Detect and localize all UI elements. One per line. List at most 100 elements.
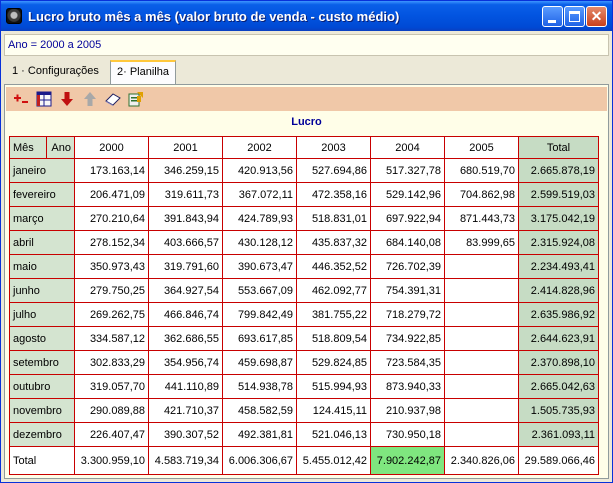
value-cell[interactable]: 279.750,25	[74, 278, 149, 303]
value-cell[interactable]: 873.940,33	[370, 374, 445, 399]
minimize-button[interactable]	[542, 6, 563, 27]
row-total-cell[interactable]: 2.315.924,08	[518, 230, 599, 255]
value-cell[interactable]	[444, 422, 519, 447]
column-total-cell[interactable]: 5.455.012,42	[296, 446, 371, 475]
value-cell[interactable]	[444, 278, 519, 303]
value-cell[interactable]: 424.789,93	[222, 206, 297, 231]
add-row-icon[interactable]	[12, 90, 30, 108]
value-cell[interactable]: 515.994,93	[296, 374, 371, 399]
value-cell[interactable]: 441.110,89	[148, 374, 223, 399]
value-cell[interactable]: 354.956,74	[148, 350, 223, 375]
value-cell[interactable]: 680.519,70	[444, 158, 519, 183]
row-label-month[interactable]: março	[9, 206, 75, 231]
row-label-month[interactable]: janeiro	[9, 158, 75, 183]
value-cell[interactable]	[444, 374, 519, 399]
row-total-cell[interactable]: 3.175.042,19	[518, 206, 599, 231]
total-row-label[interactable]: Total	[9, 446, 75, 475]
row-label-month[interactable]: junho	[9, 278, 75, 303]
app-logo-icon[interactable]	[6, 8, 22, 24]
row-total-cell[interactable]: 2.361.093,11	[518, 422, 599, 447]
row-label-month[interactable]: dezembro	[9, 422, 75, 447]
value-cell[interactable]: 362.686,55	[148, 326, 223, 351]
value-cell[interactable]: 472.358,16	[296, 182, 371, 207]
value-cell[interactable]: 430.128,12	[222, 230, 297, 255]
column-header-year[interactable]: 2002	[222, 136, 297, 159]
value-cell[interactable]: 723.584,35	[370, 350, 445, 375]
value-cell[interactable]: 521.046,13	[296, 422, 371, 447]
row-total-cell[interactable]: 2.370.898,10	[518, 350, 599, 375]
value-cell[interactable]	[444, 254, 519, 279]
value-cell[interactable]: 364.927,54	[148, 278, 223, 303]
row-header-mes[interactable]: Mês	[9, 136, 47, 159]
value-cell[interactable]: 390.673,47	[222, 254, 297, 279]
tab-planilha[interactable]: 2· Planilha	[110, 60, 176, 84]
value-cell[interactable]	[444, 326, 519, 351]
column-total-cell[interactable]: 2.340.826,06	[444, 446, 519, 475]
value-cell[interactable]: 210.937,98	[370, 398, 445, 423]
value-cell[interactable]: 403.666,57	[148, 230, 223, 255]
value-cell[interactable]: 734.922,85	[370, 326, 445, 351]
value-cell[interactable]: 420.913,56	[222, 158, 297, 183]
value-cell[interactable]: 527.694,86	[296, 158, 371, 183]
value-cell[interactable]: 269.262,75	[74, 302, 149, 327]
tab-configuracoes[interactable]: 1 · Configurações	[12, 65, 99, 77]
value-cell[interactable]: 466.846,74	[148, 302, 223, 327]
value-cell[interactable]: 730.950,18	[370, 422, 445, 447]
value-cell[interactable]: 278.152,34	[74, 230, 149, 255]
value-cell[interactable]: 319.057,70	[74, 374, 149, 399]
value-cell[interactable]: 290.089,88	[74, 398, 149, 423]
value-cell[interactable]: 529.142,96	[370, 182, 445, 207]
row-total-cell[interactable]: 2.599.519,03	[518, 182, 599, 207]
value-cell[interactable]: 799.842,49	[222, 302, 297, 327]
row-label-month[interactable]: agosto	[9, 326, 75, 351]
value-cell[interactable]: 492.381,81	[222, 422, 297, 447]
value-cell[interactable]: 693.617,85	[222, 326, 297, 351]
row-total-cell[interactable]: 2.665.878,19	[518, 158, 599, 183]
row-label-month[interactable]: julho	[9, 302, 75, 327]
value-cell[interactable]: 350.973,43	[74, 254, 149, 279]
column-header-year[interactable]: 2004	[370, 136, 445, 159]
value-cell[interactable]: 319.791,60	[148, 254, 223, 279]
value-cell[interactable]: 446.352,52	[296, 254, 371, 279]
value-cell[interactable]: 726.702,39	[370, 254, 445, 279]
row-label-month[interactable]: maio	[9, 254, 75, 279]
column-header-year[interactable]: 2005	[444, 136, 519, 159]
row-label-month[interactable]: novembro	[9, 398, 75, 423]
value-cell[interactable]: 319.611,73	[148, 182, 223, 207]
value-cell[interactable]: 270.210,64	[74, 206, 149, 231]
column-total-cell[interactable]: 3.300.959,10	[74, 446, 149, 475]
close-button[interactable]: ✕	[586, 6, 607, 27]
value-cell[interactable]	[444, 302, 519, 327]
row-total-cell[interactable]: 2.665.042,63	[518, 374, 599, 399]
column-header-year[interactable]: 2001	[148, 136, 223, 159]
value-cell[interactable]: 704.862,98	[444, 182, 519, 207]
value-cell[interactable]: 390.307,52	[148, 422, 223, 447]
row-label-month[interactable]: fevereiro	[9, 182, 75, 207]
maximize-button[interactable]	[564, 6, 585, 27]
grand-total-cell[interactable]: 29.589.066,46	[518, 446, 599, 475]
row-total-cell[interactable]: 2.644.623,91	[518, 326, 599, 351]
row-total-cell[interactable]: 2.635.986,92	[518, 302, 599, 327]
eraser-icon[interactable]	[104, 90, 122, 108]
export-icon[interactable]	[127, 90, 145, 108]
value-cell[interactable]: 83.999,65	[444, 230, 519, 255]
value-cell[interactable]: 718.279,72	[370, 302, 445, 327]
column-header-year[interactable]: 2003	[296, 136, 371, 159]
row-label-month[interactable]: outubro	[9, 374, 75, 399]
value-cell[interactable]: 458.582,59	[222, 398, 297, 423]
col-header-ano[interactable]: Ano	[46, 136, 75, 159]
title-bar[interactable]: Lucro bruto mês a mês (valor bruto de ve…	[1, 1, 612, 31]
column-total-cell[interactable]: 4.583.719,34	[148, 446, 223, 475]
value-cell[interactable]: 684.140,08	[370, 230, 445, 255]
value-cell[interactable]: 754.391,31	[370, 278, 445, 303]
row-total-cell[interactable]: 2.234.493,41	[518, 254, 599, 279]
value-cell[interactable]: 346.259,15	[148, 158, 223, 183]
value-cell[interactable]: 435.837,32	[296, 230, 371, 255]
value-cell[interactable]: 124.415,11	[296, 398, 371, 423]
row-label-month[interactable]: setembro	[9, 350, 75, 375]
value-cell[interactable]: 518.809,54	[296, 326, 371, 351]
column-total-cell[interactable]: 7.902.242,87	[370, 446, 445, 475]
value-cell[interactable]: 459.698,87	[222, 350, 297, 375]
value-cell[interactable]: 421.710,37	[148, 398, 223, 423]
value-cell[interactable]: 697.922,94	[370, 206, 445, 231]
